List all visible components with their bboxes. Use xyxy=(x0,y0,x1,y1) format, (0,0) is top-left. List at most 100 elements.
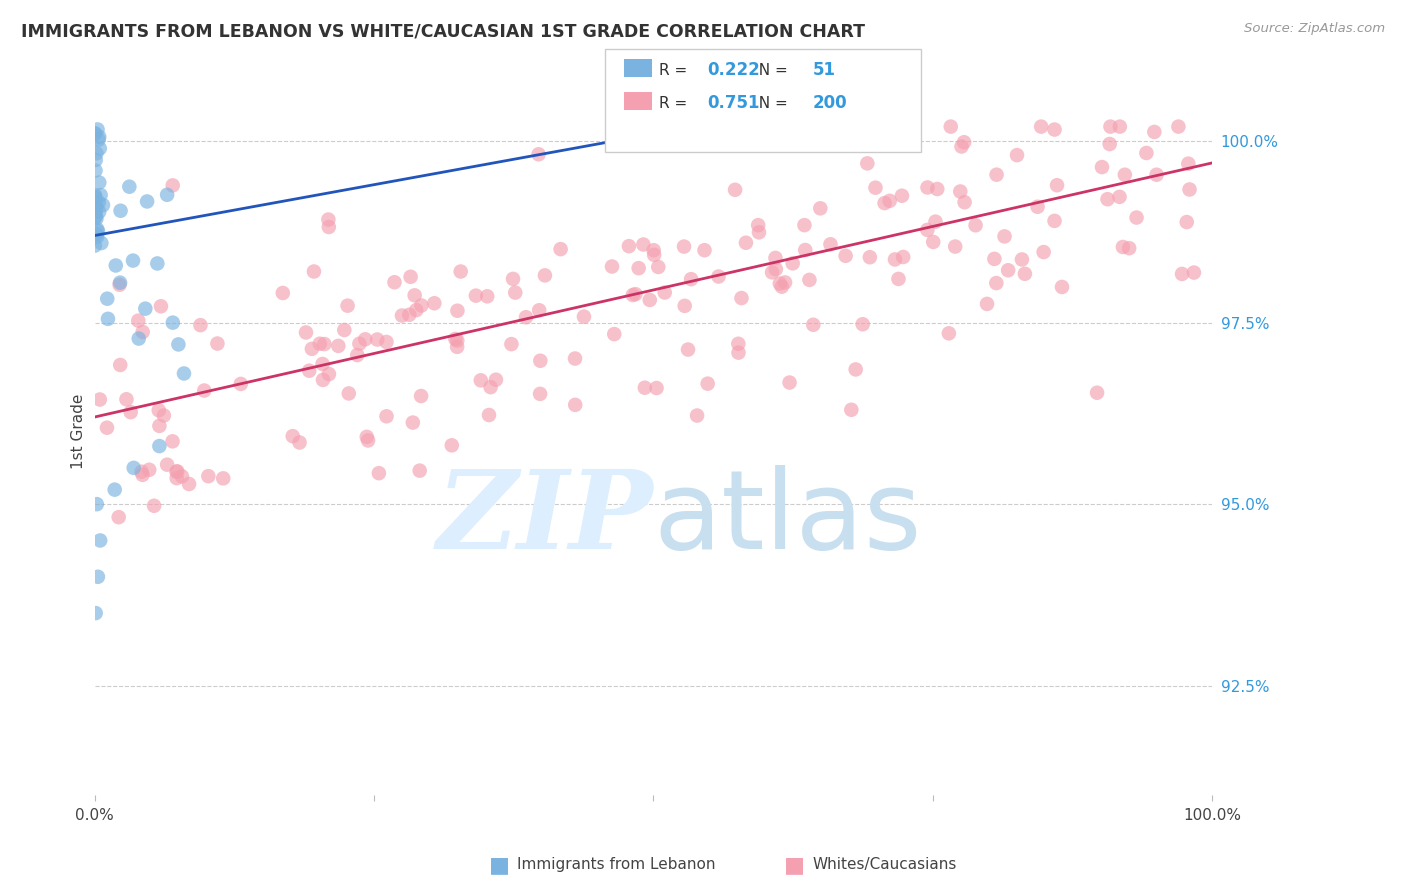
Point xyxy=(1171,267,1194,281)
Point xyxy=(1098,136,1121,151)
Point xyxy=(120,405,142,419)
Point xyxy=(349,336,371,351)
Point xyxy=(149,299,172,313)
Point xyxy=(86,229,108,244)
Point xyxy=(409,389,432,403)
Point xyxy=(1091,160,1114,174)
Point xyxy=(86,122,108,136)
Point xyxy=(87,195,110,210)
Point xyxy=(346,348,368,362)
Point xyxy=(84,199,107,213)
Point xyxy=(845,362,868,376)
Point xyxy=(873,196,896,211)
Point xyxy=(136,194,159,209)
Point xyxy=(938,326,960,341)
Point xyxy=(328,339,350,353)
Point xyxy=(91,198,114,212)
Point xyxy=(446,340,468,354)
Point xyxy=(572,310,595,324)
Point xyxy=(724,183,747,197)
Text: R =: R = xyxy=(659,63,693,78)
Text: Immigrants from Lebanon: Immigrants from Lebanon xyxy=(517,857,716,872)
Point xyxy=(162,316,184,330)
Point xyxy=(86,146,108,161)
Point xyxy=(391,309,413,323)
Point xyxy=(1108,190,1130,204)
Point xyxy=(887,272,910,286)
Point xyxy=(633,237,655,252)
Point xyxy=(769,277,792,291)
Point xyxy=(84,204,107,219)
Point xyxy=(148,403,170,417)
Point xyxy=(405,303,427,318)
Text: 0.751: 0.751 xyxy=(707,94,759,112)
Text: atlas: atlas xyxy=(654,466,922,572)
Point xyxy=(534,268,557,283)
Point xyxy=(997,263,1019,277)
Point xyxy=(89,204,111,219)
Point xyxy=(153,409,176,423)
Point xyxy=(89,129,111,144)
Point xyxy=(143,499,166,513)
Point xyxy=(770,279,793,293)
Point xyxy=(1175,215,1198,229)
Point xyxy=(156,187,179,202)
Point xyxy=(993,229,1015,244)
Point xyxy=(96,292,118,306)
Point xyxy=(301,342,323,356)
Point xyxy=(693,244,716,258)
Point xyxy=(515,310,537,325)
Point xyxy=(104,483,127,497)
Point xyxy=(148,439,170,453)
Point xyxy=(166,471,188,485)
Point xyxy=(1125,211,1147,225)
Point xyxy=(333,323,356,337)
Point xyxy=(110,358,132,372)
Point xyxy=(148,418,170,433)
Point xyxy=(156,458,179,472)
Point xyxy=(354,332,377,346)
Point xyxy=(302,264,325,278)
Point xyxy=(409,464,432,478)
Point xyxy=(890,188,912,202)
Point xyxy=(318,219,340,234)
Point xyxy=(89,141,111,155)
Point xyxy=(402,416,425,430)
Point xyxy=(503,285,526,300)
Point xyxy=(86,497,108,511)
Point xyxy=(131,465,153,479)
Point xyxy=(118,179,141,194)
Point xyxy=(1014,267,1036,281)
Point xyxy=(89,533,111,548)
Point xyxy=(90,235,112,250)
Point xyxy=(314,337,336,351)
Point xyxy=(450,264,472,278)
Point xyxy=(356,430,378,444)
Point xyxy=(170,469,193,483)
Text: ZIP: ZIP xyxy=(437,465,654,573)
Point xyxy=(477,289,499,303)
Point xyxy=(927,182,949,196)
Point xyxy=(446,334,468,348)
Point xyxy=(834,249,856,263)
Point xyxy=(83,211,105,225)
Point xyxy=(564,351,586,366)
Point xyxy=(366,333,388,347)
Point xyxy=(84,191,107,205)
Point xyxy=(1135,146,1157,161)
Point xyxy=(87,224,110,238)
Text: IMMIGRANTS FROM LEBANON VS WHITE/CAUCASIAN 1ST GRADE CORRELATION CHART: IMMIGRANTS FROM LEBANON VS WHITE/CAUCASI… xyxy=(21,22,865,40)
Point xyxy=(727,345,749,359)
Point xyxy=(891,250,914,264)
Point xyxy=(617,239,640,253)
Point xyxy=(765,251,787,265)
Point xyxy=(1005,148,1028,162)
Point xyxy=(1043,122,1066,136)
Text: 200: 200 xyxy=(813,94,848,112)
Point xyxy=(527,147,550,161)
Point xyxy=(312,373,335,387)
Point xyxy=(190,318,212,333)
Point xyxy=(527,303,550,318)
Point xyxy=(318,367,340,381)
Point xyxy=(131,467,153,482)
